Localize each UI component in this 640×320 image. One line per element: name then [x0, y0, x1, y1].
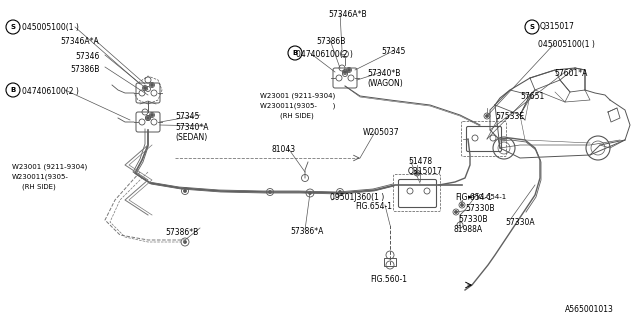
Text: S: S: [10, 24, 15, 30]
Text: Q315017: Q315017: [408, 167, 443, 176]
Text: 57345: 57345: [381, 47, 405, 56]
Text: 047406100(2 ): 047406100(2 ): [22, 87, 79, 96]
Text: (SEDAN): (SEDAN): [175, 133, 207, 142]
Text: (RH SIDE): (RH SIDE): [280, 112, 314, 118]
Text: 57533E: 57533E: [495, 112, 524, 121]
Text: W230011(9305-       ): W230011(9305- ): [260, 102, 335, 108]
Circle shape: [144, 87, 146, 89]
Text: 57345: 57345: [175, 112, 200, 121]
Text: 81043: 81043: [272, 145, 296, 154]
Circle shape: [416, 172, 418, 174]
Text: 57386*A: 57386*A: [290, 227, 323, 236]
Circle shape: [455, 211, 457, 213]
Text: 57346A*B: 57346A*B: [328, 10, 367, 19]
Text: 51478: 51478: [408, 157, 432, 166]
Circle shape: [348, 69, 350, 71]
Text: 57601*A: 57601*A: [554, 69, 588, 78]
Text: 57346: 57346: [75, 52, 99, 61]
Circle shape: [151, 114, 153, 116]
Circle shape: [339, 191, 341, 193]
Text: 57386*B: 57386*B: [165, 228, 198, 237]
Circle shape: [269, 191, 271, 193]
Text: B: B: [10, 87, 15, 93]
Text: 57386B: 57386B: [316, 37, 346, 46]
Text: W230011(9305-: W230011(9305-: [12, 173, 69, 180]
Text: 57346A*A: 57346A*A: [60, 37, 99, 46]
Text: 045005100(1 ): 045005100(1 ): [22, 23, 79, 32]
Text: (WAGON): (WAGON): [367, 79, 403, 88]
Text: 57340*A: 57340*A: [175, 123, 209, 132]
Text: 57340*B: 57340*B: [367, 69, 401, 78]
Circle shape: [309, 192, 311, 194]
Text: A565001013: A565001013: [565, 305, 614, 314]
Text: 047406100(2 ): 047406100(2 ): [296, 50, 353, 59]
Text: W23001 (9211-9304): W23001 (9211-9304): [12, 163, 87, 170]
Text: 57330B: 57330B: [465, 204, 495, 213]
Text: W205037: W205037: [363, 128, 399, 137]
Circle shape: [151, 84, 153, 86]
Circle shape: [184, 241, 186, 243]
Circle shape: [344, 71, 346, 73]
Text: 81988A: 81988A: [454, 225, 483, 234]
Text: W23001 (9211-9304): W23001 (9211-9304): [260, 92, 335, 99]
Text: S: S: [529, 24, 534, 30]
Text: 57330A: 57330A: [505, 218, 534, 227]
Circle shape: [184, 190, 186, 192]
Text: FIG.654-1: FIG.654-1: [355, 202, 392, 211]
Text: 57651: 57651: [520, 92, 544, 101]
Text: 57330B: 57330B: [458, 215, 488, 224]
Circle shape: [147, 117, 149, 119]
Text: (RH SIDE): (RH SIDE): [22, 183, 56, 189]
Text: Q315017: Q315017: [540, 22, 575, 31]
Text: 045005100(1 ): 045005100(1 ): [538, 40, 595, 49]
Text: FIG.560-1: FIG.560-1: [370, 275, 407, 284]
Circle shape: [461, 204, 463, 206]
Text: ►FIG.654-1: ►FIG.654-1: [468, 194, 508, 200]
Circle shape: [486, 115, 488, 117]
Text: B: B: [292, 50, 298, 56]
Text: 57386B: 57386B: [70, 65, 99, 74]
Text: 09501J360(1 ): 09501J360(1 ): [330, 193, 384, 202]
Text: FIG.654-1: FIG.654-1: [455, 193, 492, 202]
